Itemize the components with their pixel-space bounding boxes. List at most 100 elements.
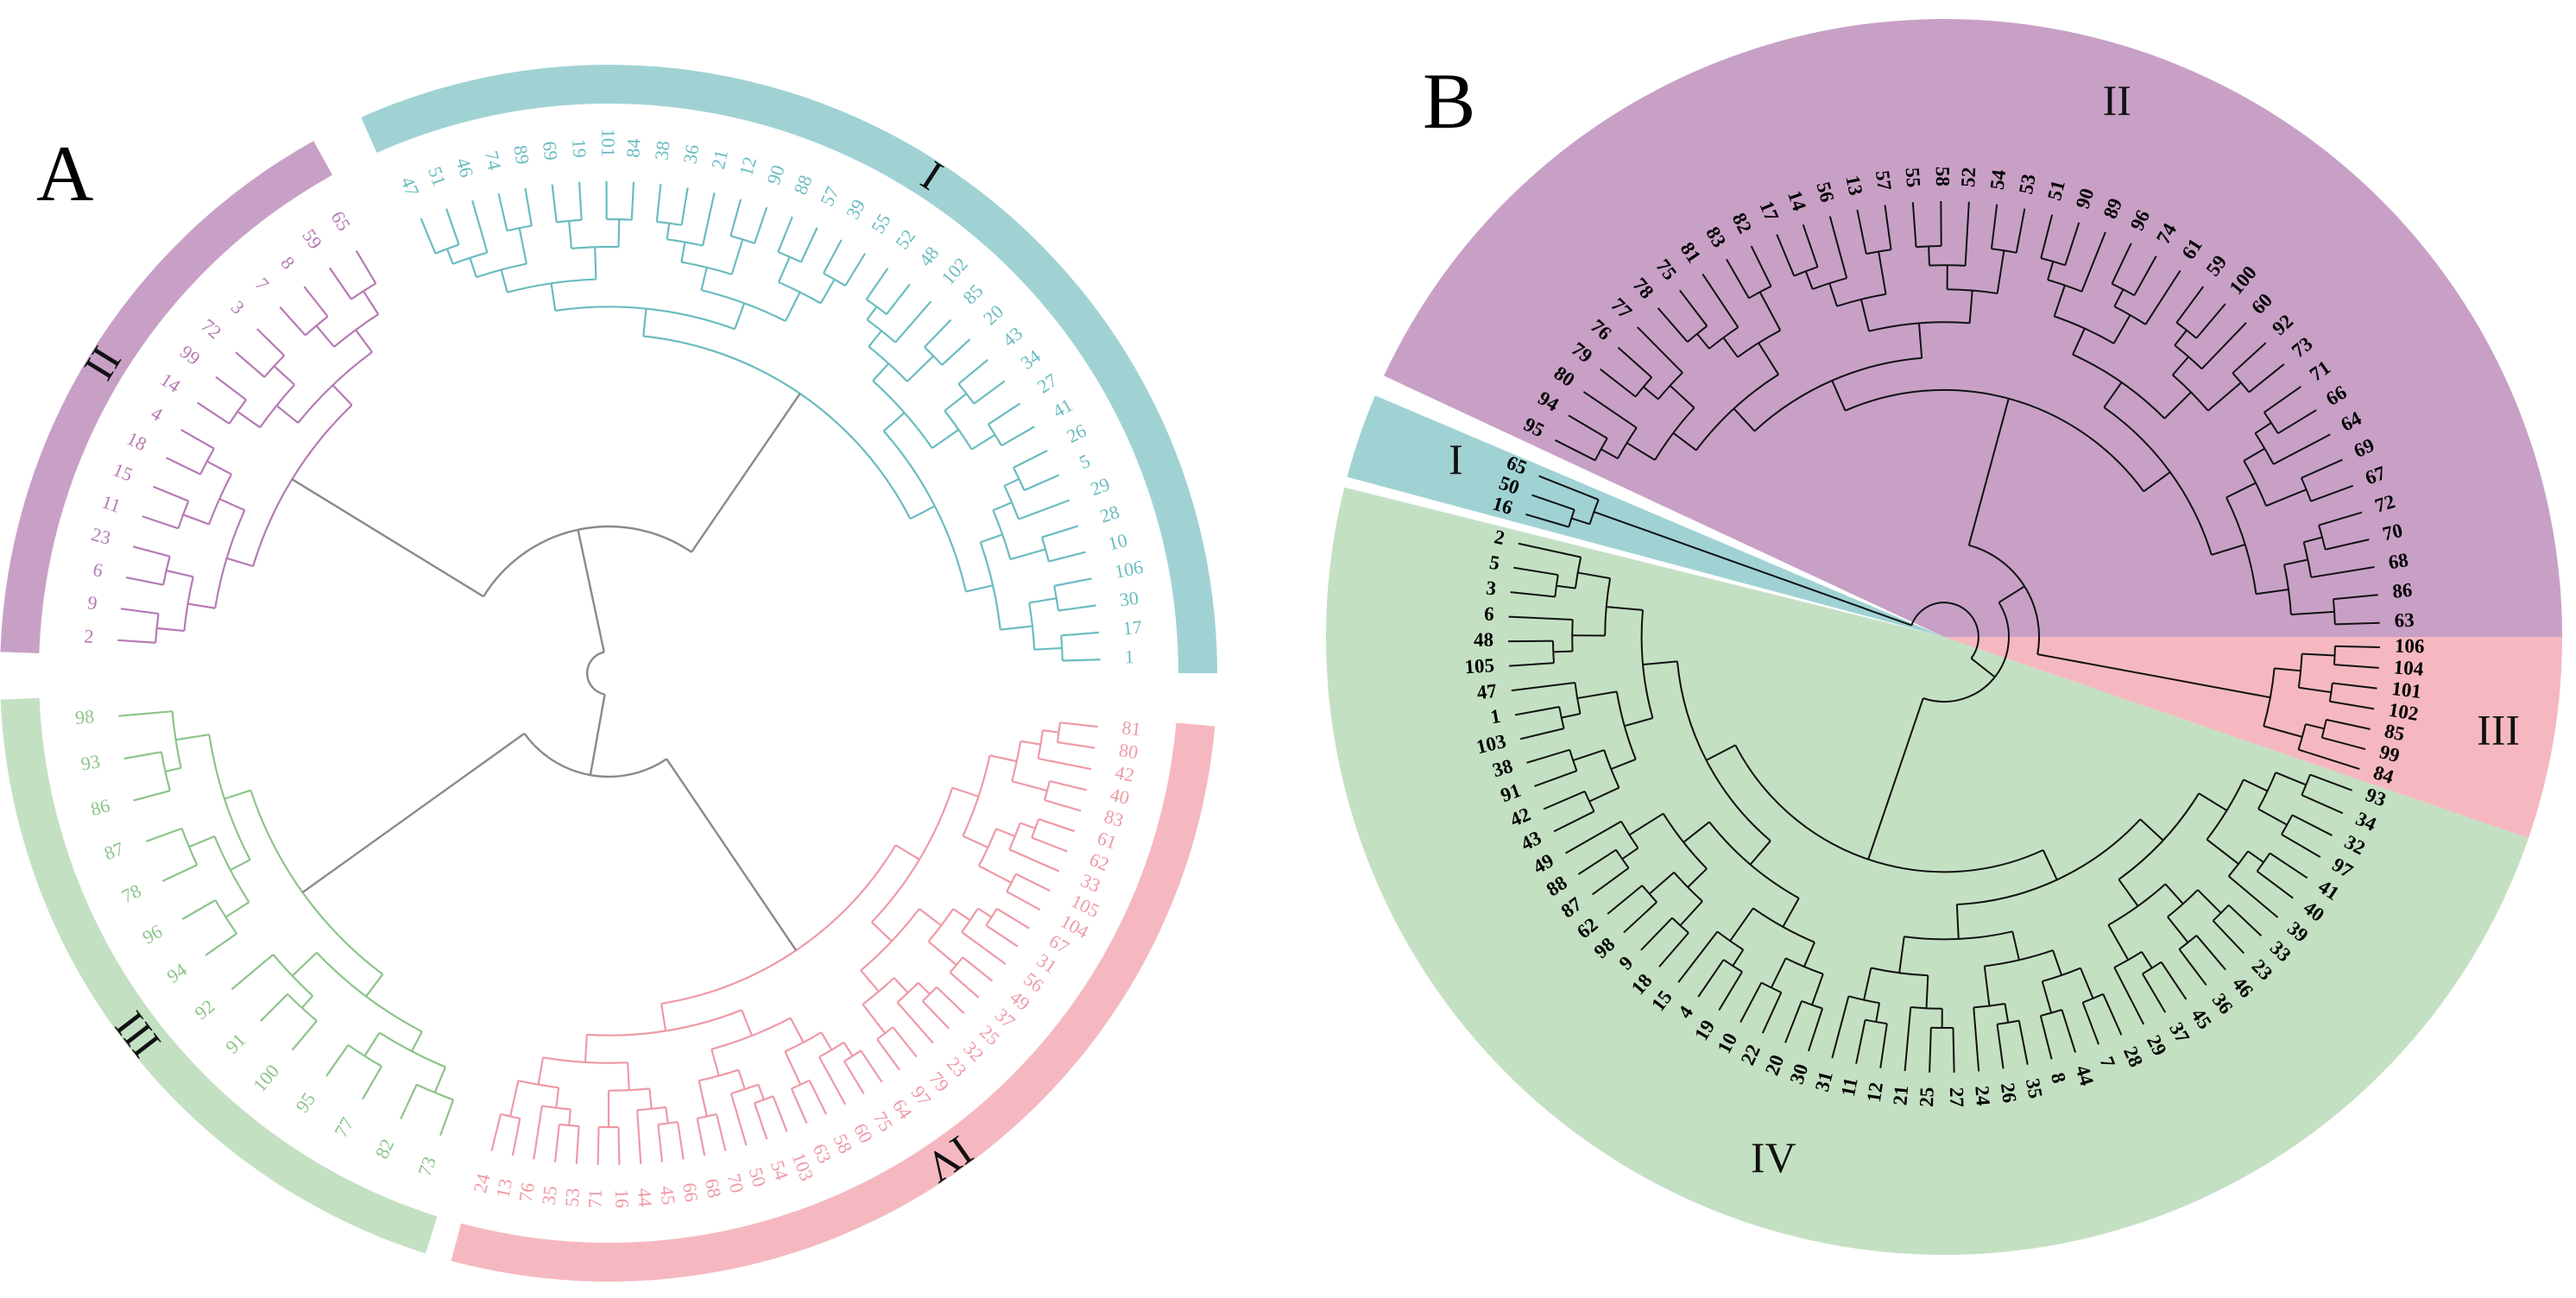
branch-group-III bbox=[2321, 736, 2366, 751]
leaf-label: 106 bbox=[2395, 635, 2425, 658]
branch-group-II bbox=[2300, 477, 2312, 502]
branch-group-II bbox=[1758, 342, 1780, 375]
branch-group-II bbox=[297, 351, 373, 424]
branch-group-IV bbox=[1677, 930, 1719, 983]
branch-group-IV bbox=[862, 977, 895, 1005]
branch-group-IV bbox=[1534, 770, 1577, 787]
branch-group-IV bbox=[2081, 1002, 2100, 1045]
branch-group-IV bbox=[896, 1001, 934, 1044]
branch-group-II bbox=[1804, 270, 1814, 290]
branch-group-IV bbox=[1956, 818, 2142, 905]
branch-group-II bbox=[1776, 234, 1796, 277]
branch-group-III bbox=[260, 993, 288, 1022]
branch-group-IV bbox=[1510, 591, 1556, 598]
branch-group-II bbox=[331, 384, 353, 406]
branch-group-I bbox=[680, 187, 689, 226]
branch-group-IV bbox=[962, 956, 994, 982]
leaf-label: 91 bbox=[221, 1029, 249, 1057]
branch-group-IV bbox=[1574, 557, 1582, 589]
branch-group-IV bbox=[568, 1109, 571, 1126]
branch-group-I bbox=[518, 228, 528, 264]
branch-group-I bbox=[730, 235, 755, 244]
branch-group-II bbox=[2200, 322, 2247, 370]
branch-group-I bbox=[931, 428, 960, 450]
branch-group-IV bbox=[2142, 961, 2162, 975]
branch-group-I bbox=[469, 257, 477, 278]
branch-group-IV bbox=[575, 1125, 580, 1164]
branch-group-IV bbox=[1973, 1003, 2005, 1009]
branch-group-IV bbox=[657, 1124, 664, 1163]
branch-group-II bbox=[182, 514, 210, 526]
branch-group-I bbox=[1060, 635, 1064, 661]
branch-group-IV bbox=[1871, 967, 1929, 977]
branch-group-IV bbox=[876, 1026, 893, 1041]
branch-group-IV bbox=[710, 1049, 720, 1076]
branch-group-I bbox=[1024, 474, 1060, 492]
branch-group-IV bbox=[1723, 959, 1743, 973]
leaf-label: 58 bbox=[1932, 167, 1954, 186]
branch-group-II bbox=[1831, 380, 1847, 412]
branch-group-I bbox=[1053, 585, 1060, 611]
branch-group-II bbox=[275, 405, 300, 424]
leaf-label: 88 bbox=[789, 172, 816, 198]
branch-group-I bbox=[886, 283, 911, 315]
branch-group-II bbox=[2111, 243, 2132, 285]
branch-group-III bbox=[2297, 653, 2303, 688]
branch-group-IV bbox=[1785, 957, 1824, 975]
branch-group-IV bbox=[1621, 847, 1639, 860]
branch-group-III bbox=[214, 899, 238, 935]
branch-group-II bbox=[208, 473, 233, 525]
branch-group-IV bbox=[921, 986, 938, 1002]
branch-group-II bbox=[2113, 306, 2146, 325]
branch-group-III bbox=[287, 993, 318, 1022]
branch-group-II bbox=[2232, 372, 2251, 394]
branch-group-IV bbox=[2041, 980, 2053, 1013]
branch-group-IV bbox=[1831, 996, 1850, 1059]
branch-group-IV bbox=[1683, 821, 1710, 843]
branch-group-II bbox=[2302, 541, 2313, 578]
branch-group-II bbox=[183, 577, 194, 632]
backbone-branch bbox=[291, 478, 484, 598]
leaf-label: 94 bbox=[163, 959, 191, 987]
branch-group-I bbox=[754, 206, 768, 244]
backbone-branch bbox=[666, 758, 798, 951]
branch-group-IV bbox=[1011, 740, 1022, 782]
branch-group-I bbox=[819, 279, 836, 305]
branch-group-II bbox=[2256, 589, 2289, 595]
branch-group-IV bbox=[790, 1088, 808, 1125]
leaf-label: 59 bbox=[298, 225, 326, 253]
branch-group-II bbox=[1802, 224, 1819, 268]
branch-group-III bbox=[2298, 748, 2360, 771]
branch-group-IV bbox=[648, 1088, 653, 1109]
branch-group-III bbox=[188, 835, 216, 848]
branch-group-II bbox=[2172, 374, 2209, 412]
group-label-III: III bbox=[2477, 706, 2520, 754]
group-label-IV: IV bbox=[1751, 1133, 1796, 1181]
branch-group-IV bbox=[500, 1112, 521, 1119]
leaf-label: 101 bbox=[597, 129, 619, 157]
branch-group-II bbox=[1722, 337, 1739, 358]
leaf-label: 89 bbox=[509, 143, 534, 166]
branch-group-IV bbox=[1031, 836, 1068, 853]
branch-group-I bbox=[882, 412, 906, 432]
branch-group-II bbox=[180, 429, 215, 450]
branch-group-I bbox=[630, 181, 635, 220]
branch-group-IV bbox=[808, 1080, 828, 1115]
branch-group-II bbox=[328, 267, 352, 300]
branch-group-I bbox=[507, 224, 533, 232]
leaf-label: 38 bbox=[650, 140, 673, 161]
branch-group-I bbox=[666, 238, 704, 247]
leaf-label: 77 bbox=[330, 1113, 358, 1141]
panel-b-group-sectors bbox=[1326, 19, 2562, 1255]
branch-group-IV bbox=[1574, 682, 1582, 715]
branch-group-IV bbox=[995, 828, 1016, 838]
branch-group-I bbox=[799, 227, 818, 263]
branch-group-I bbox=[729, 198, 742, 236]
branch-group-IV bbox=[2160, 961, 2188, 1000]
branch-group-II bbox=[1726, 258, 1750, 299]
branch-group-I bbox=[992, 501, 1013, 512]
branch-group-III bbox=[291, 951, 318, 977]
leaf-label: 65 bbox=[327, 207, 356, 235]
branch-group-IV bbox=[1807, 1008, 1824, 1052]
branch-group-I bbox=[497, 193, 508, 231]
